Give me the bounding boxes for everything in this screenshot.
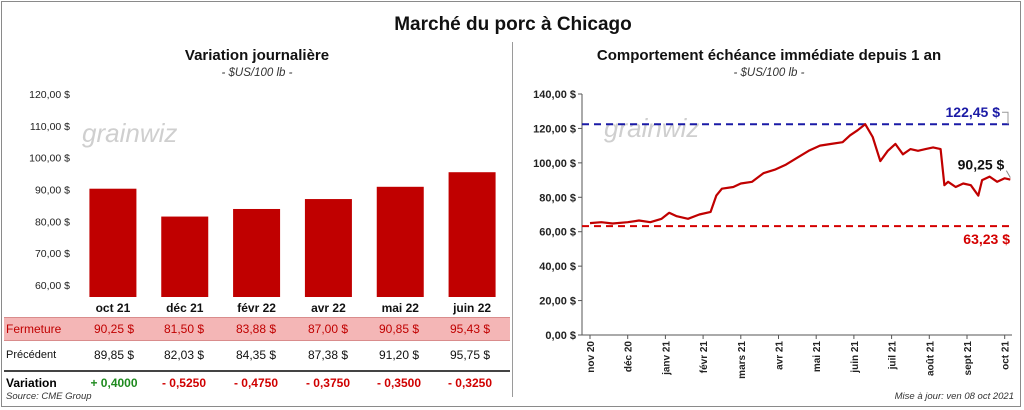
right-unit: - $US/100 lb - — [733, 67, 805, 79]
prev-value: 87,38 $ — [307, 348, 349, 362]
close-value: 90,85 $ — [378, 322, 420, 336]
y-tick-label: 80,00 $ — [539, 192, 576, 204]
bar — [161, 216, 209, 297]
main-title: Marché du porc à Chicago — [394, 14, 632, 35]
x-tick-label: août 21 — [925, 341, 936, 376]
y-tick-label: 140,00 $ — [533, 89, 576, 101]
y-tick-label: 70,00 $ — [35, 248, 70, 260]
x-tick-label: juin 21 — [850, 341, 861, 374]
close-value: 90,25 $ — [93, 322, 135, 336]
last-value-label: 90,25 $ — [958, 157, 1005, 173]
prev-value: 82,03 $ — [163, 348, 205, 362]
max-label-leader — [1002, 111, 1009, 125]
y-tick-label: 60,00 $ — [35, 280, 70, 292]
close-value: 95,43 $ — [449, 322, 491, 336]
x-tick-label: févr 21 — [699, 341, 710, 374]
x-tick-label: mars 21 — [737, 341, 748, 379]
variation-value: - 0,4750 — [233, 376, 279, 390]
prev-value: 84,35 $ — [235, 348, 277, 362]
bar — [233, 208, 281, 297]
x-tick-label: avr 22 — [311, 301, 346, 315]
prev-row: Précédent 89,85 $ 82,03 $ 84,35 $ 87,38 … — [4, 344, 510, 366]
x-tick-label: oct 21 — [1001, 341, 1012, 370]
variation-row: Variation + 0,4000 - 0,5250 - 0,4750 - 0… — [4, 370, 510, 394]
x-tick-label: janv 21 — [661, 341, 672, 376]
bar — [304, 199, 352, 297]
prev-value: 95,75 $ — [449, 348, 491, 362]
x-tick-label: juin 22 — [452, 301, 491, 315]
x-tick-label: déc 20 — [624, 341, 635, 373]
panel-divider — [512, 42, 513, 397]
bar — [89, 188, 137, 297]
prev-value: 91,20 $ — [378, 348, 420, 362]
left-subtitle: Variation journalière — [184, 47, 330, 64]
prev-label: Précédent — [6, 349, 57, 361]
watermark: grainwiz — [604, 113, 699, 143]
x-tick-label: mai 22 — [382, 301, 420, 315]
x-tick-label: sept 21 — [963, 341, 974, 376]
x-tick-label: mai 21 — [812, 341, 823, 373]
y-tick-label: 80,00 $ — [35, 216, 70, 228]
bar — [448, 172, 496, 297]
variation-value: - 0,3500 — [376, 376, 422, 390]
x-tick-label: déc 21 — [166, 301, 204, 315]
variation-label: Variation — [6, 376, 57, 390]
source-note: Source: CME Group — [6, 391, 92, 402]
close-value: 81,50 $ — [163, 322, 205, 336]
y-tick-label: 90,00 $ — [35, 185, 70, 197]
update-note: Mise à jour: ven 08 oct 2021 — [894, 391, 1014, 402]
y-tick-label: 120,00 $ — [29, 89, 70, 101]
x-tick-label: févr 22 — [237, 301, 276, 315]
price-series-line — [589, 123, 1011, 225]
max-value-label: 122,45 $ — [946, 104, 1001, 120]
bar-chart: grainwiz 60,00 $ 70,00 $ 80,00 $ 90,00 $ 100… — [29, 89, 496, 315]
y-tick-label: 0,00 $ — [545, 330, 576, 342]
close-label: Fermeture — [6, 322, 62, 336]
close-row: Fermeture 90,25 $ 81,50 $ 83,88 $ 87,00 … — [4, 317, 510, 341]
y-tick-label: 120,00 $ — [533, 123, 576, 135]
y-tick-label: 20,00 $ — [539, 296, 576, 308]
variation-value: - 0,5250 — [161, 376, 207, 390]
right-subtitle: Comportement échéance immédiate depuis 1… — [596, 47, 942, 64]
y-tick-label: 100,00 $ — [29, 153, 70, 165]
last-label-leader — [1005, 170, 1011, 178]
variation-value: + 0,4000 — [90, 376, 138, 390]
y-tick-label: 100,00 $ — [533, 158, 576, 170]
y-tick-label: 60,00 $ — [539, 227, 576, 239]
x-tick-label: avr 21 — [774, 341, 785, 370]
x-tick-label: oct 21 — [96, 301, 131, 315]
line-chart: grainwiz 0,00 $ 20,00 $ 40,00 $ 60,00 $ 80,0… — [533, 89, 1012, 379]
variation-value: - 0,3250 — [447, 376, 493, 390]
left-unit: - $US/100 lb - — [221, 67, 293, 79]
y-tick-label: 40,00 $ — [539, 261, 576, 273]
close-value: 83,88 $ — [235, 322, 277, 336]
close-value: 87,00 $ — [307, 322, 349, 336]
x-tick-label: juil 21 — [888, 341, 899, 371]
variation-value: - 0,3750 — [305, 376, 351, 390]
bar — [376, 186, 424, 297]
y-tick-label: 110,00 $ — [30, 121, 70, 133]
prev-value: 89,85 $ — [93, 348, 135, 362]
watermark: grainwiz — [82, 118, 177, 148]
min-value-label: 63,23 $ — [963, 231, 1010, 247]
x-tick-label: nov 20 — [586, 341, 597, 373]
